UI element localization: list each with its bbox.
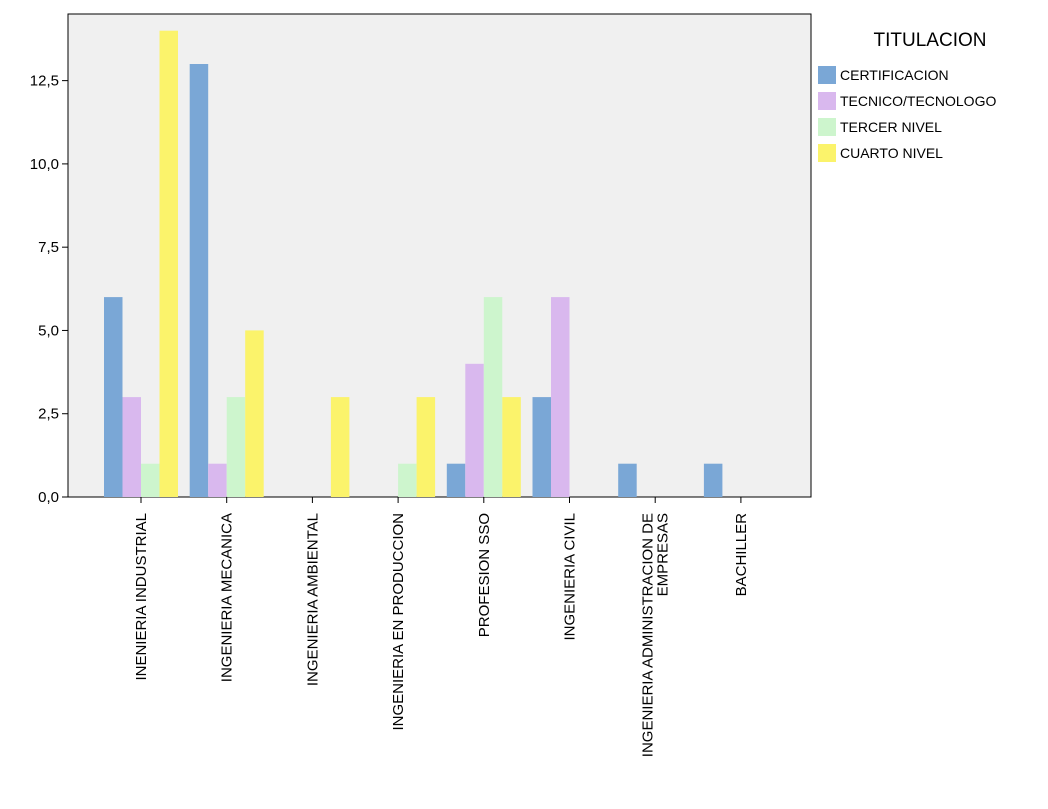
bar-cuarto-nivel-2 (330, 397, 350, 497)
bar-certificacion-7 (703, 463, 723, 497)
bar-certificacion-0 (104, 297, 123, 497)
bar-tercer-nivel-0 (141, 463, 160, 497)
bar-cuarto-nivel-1 (245, 330, 264, 497)
bar-tercer-nivel-3 (398, 463, 417, 497)
y-tick-label: 0,0 (38, 489, 59, 506)
legend-title: TITULACION (874, 30, 987, 51)
bar-tecnico-tecnologo-5 (551, 297, 570, 497)
x-category-label: INGENIERIA EN PRODUCCION (390, 513, 407, 731)
bar-certificacion-4 (446, 463, 466, 497)
y-tick-label: 12,5 (30, 73, 59, 90)
legend-swatch (818, 118, 836, 136)
y-tick-label: 5,0 (38, 322, 59, 339)
bar-tecnico-tecnologo-0 (122, 397, 141, 497)
legend-label: TECNICO/TECNOLOGO (840, 93, 996, 109)
legend-swatch (818, 92, 836, 110)
bar-tercer-nivel-4 (483, 297, 503, 497)
bar-cuarto-nivel-4 (502, 397, 521, 497)
bar-tecnico-tecnologo-1 (208, 463, 227, 497)
legend-swatch (818, 144, 836, 162)
bar-group (104, 30, 723, 497)
x-category-label: INGENIERIA AMBIENTAL (304, 513, 321, 686)
plot-area (67, 13, 812, 498)
x-category-label: INGENIERIA ADMINISTRACION DEEMPRESAS (640, 513, 672, 757)
legend-swatch (818, 66, 836, 84)
x-category-label: PROFESION SSO (476, 513, 493, 637)
legend: TITULACION CERTIFICACION TECNICO/TECNOLOGO… (818, 30, 996, 162)
x-category-label: INGENIERIA CIVIL (562, 513, 579, 641)
bar-cuarto-nivel-3 (416, 397, 436, 497)
bar-certificacion-5 (532, 397, 551, 497)
y-tick-label: 10,0 (30, 156, 59, 173)
x-category-label: BACHILLER (733, 513, 750, 597)
bar-tercer-nivel-1 (226, 397, 246, 497)
legend-label: CERTIFICACION (840, 67, 949, 83)
y-axis: 0,0 2,5 5,0 7,5 10,0 12,5 (30, 73, 68, 506)
x-category-label: INENIERIA INDUSTRIAL (133, 513, 150, 681)
x-axis: INENIERIA INDUSTRIAL INGENIERIA MECANICA I… (133, 497, 750, 757)
x-category-label: INGENIERIA MECANICA (219, 513, 236, 682)
bar-certificacion-1 (189, 64, 209, 497)
bar-tecnico-tecnologo-4 (465, 363, 484, 497)
bar-cuarto-nivel-0 (159, 30, 178, 497)
y-tick-label: 7,5 (38, 239, 59, 256)
y-tick-label: 2,5 (38, 406, 59, 423)
bar-certificacion-6 (618, 463, 637, 497)
legend-label: CUARTO NIVEL (840, 145, 943, 161)
legend-label: TERCER NIVEL (840, 119, 942, 135)
